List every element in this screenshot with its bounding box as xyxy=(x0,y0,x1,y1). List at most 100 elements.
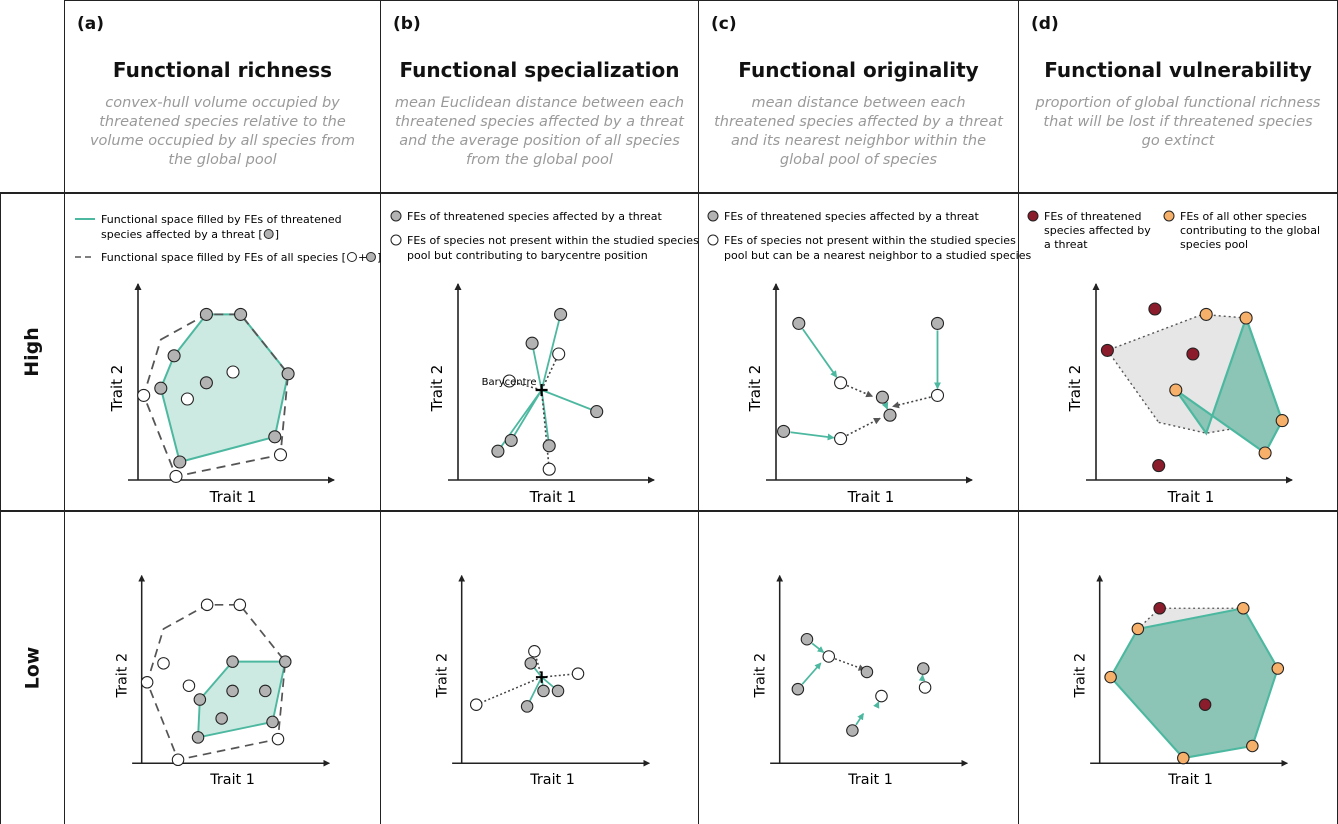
legend-a: Functional space filled by FEs of threat… xyxy=(75,213,381,264)
threatened-fe-point xyxy=(199,307,213,321)
threatened-fe-point xyxy=(167,349,181,363)
svg-text:FEs of threatened: FEs of threatened xyxy=(1044,210,1141,223)
svg-text:contributing to the global: contributing to the global xyxy=(1180,224,1320,237)
contribution-line xyxy=(540,353,560,391)
svg-text:Functional space filled by FEs: Functional space filled by FEs of threat… xyxy=(101,213,342,226)
diagram-b-high: Trait 1 Trait 2 Barycentre xyxy=(428,283,655,506)
threatened-fe-point xyxy=(1152,459,1166,473)
other-fe-point xyxy=(571,667,585,680)
threatened-fe-point xyxy=(791,682,805,696)
legend-c: FEs of threatened species affected by a … xyxy=(707,210,1031,262)
x-axis-label: Trait 1 xyxy=(209,488,257,506)
threatened-fe-point xyxy=(1148,302,1162,316)
global-hull xyxy=(142,313,290,478)
diagram-c-low: Trait 1 Trait 2 xyxy=(752,574,969,788)
svg-text:species pool: species pool xyxy=(1180,238,1248,251)
threatened-fe-point xyxy=(1198,698,1212,711)
column-title: Functional vulnerability xyxy=(1044,58,1312,82)
other-fe-point xyxy=(182,679,196,693)
column-description: proportion of global functional richness… xyxy=(1035,95,1321,149)
x-axis-label: Trait 1 xyxy=(209,772,255,788)
nearest-neighbor-dotted-arrow xyxy=(834,658,866,671)
svg-text:species affected by: species affected by xyxy=(1044,224,1151,237)
x-axis-label: Trait 1 xyxy=(1167,488,1215,506)
other-fe-point xyxy=(822,650,836,663)
threatened-fe-point xyxy=(259,684,272,698)
threatened-fe-point xyxy=(875,390,889,404)
column-header-c: (c) Functional originality mean distance… xyxy=(699,0,1018,192)
nearest-neighbor-arrow xyxy=(873,701,880,709)
other-fe-point xyxy=(834,376,848,390)
threatened-fe-point xyxy=(199,376,213,390)
y-axis-label: Trait 2 xyxy=(108,365,126,413)
svg-text:FEs of species not present wit: FEs of species not present within the st… xyxy=(724,234,1016,247)
other-fe-point xyxy=(1131,622,1145,636)
threatened-fe-point xyxy=(537,684,550,698)
threatened-fe-point xyxy=(860,665,874,679)
distance-line xyxy=(540,389,551,446)
distance-line xyxy=(540,314,562,391)
other-fe-point xyxy=(1271,662,1285,675)
threatened-fe-point xyxy=(554,307,568,321)
distance-line xyxy=(497,389,543,452)
diagram-a-high: Trait 1 Trait 2 xyxy=(108,283,335,506)
legend-d: FEs of threatened species affected by a … xyxy=(1027,210,1320,251)
distance-line xyxy=(531,343,543,391)
svg-text:+: + xyxy=(358,251,367,264)
threatened-fe-point xyxy=(883,408,897,422)
threatened-fe-point xyxy=(281,367,295,381)
diagram-d-high: Trait 1 Trait 2 xyxy=(1066,283,1293,506)
column-letter: (c) xyxy=(711,14,737,34)
rowlabel-divider xyxy=(0,192,1,824)
nearest-neighbor-arrow xyxy=(801,662,822,685)
x-axis-label: Trait 1 xyxy=(529,488,577,506)
row-label-high: High xyxy=(20,327,43,377)
threatened-fe-point xyxy=(846,724,859,737)
y-axis-label: Trait 2 xyxy=(1066,365,1084,413)
outer-top-border xyxy=(64,0,1338,1)
barycentre-cross-icon xyxy=(535,671,548,683)
threatened-fe-point xyxy=(590,405,604,419)
other-fe-point xyxy=(469,698,483,711)
column-header-b: (b) Functional specialization mean Eucli… xyxy=(381,0,698,192)
header-divider xyxy=(0,192,1338,194)
diagram-a-low: Trait 1 Trait 2 xyxy=(114,574,331,788)
threatened-fe-point xyxy=(154,381,168,395)
col-divider-2 xyxy=(698,0,699,824)
other-fe-point xyxy=(502,374,516,388)
other-fe-point xyxy=(1246,739,1259,753)
y-axis-label: Trait 2 xyxy=(114,653,130,699)
col-divider-3 xyxy=(1018,0,1019,824)
other-fe-point xyxy=(1258,446,1272,460)
nearest-neighbor-dotted-arrow xyxy=(846,417,881,437)
diagram-d-low: Trait 1 Trait 2 xyxy=(1072,574,1289,788)
threatened-fe-point xyxy=(930,316,945,330)
x-axis-label: Trait 1 xyxy=(529,772,575,788)
other-fe-point xyxy=(180,392,194,406)
svg-text:FEs of all other species: FEs of all other species xyxy=(1180,210,1307,223)
outer-left-border xyxy=(64,0,65,824)
nearest-neighbor-dotted-arrow xyxy=(846,384,874,398)
svg-text:FEs of species not present wit: FEs of species not present within the st… xyxy=(407,234,699,247)
other-fe-point xyxy=(1104,670,1117,684)
threatened-fe-point xyxy=(226,655,239,668)
other-fe-point xyxy=(169,469,183,483)
threatened-fe-point xyxy=(173,455,187,469)
other-fe-point xyxy=(1199,307,1213,321)
column-letter: (b) xyxy=(393,14,421,34)
threatened-fe-point xyxy=(800,632,814,646)
threatened-fe-point xyxy=(226,684,239,698)
threatened-fe-point xyxy=(520,700,534,713)
other-fe-point xyxy=(542,462,556,476)
x-axis-label: Trait 1 xyxy=(847,488,895,506)
diagram-b-low: Trait 1 Trait 2 xyxy=(434,574,651,788)
svg-text:species affected by a threat: species affected by a threat [ xyxy=(101,228,263,241)
barycentre-cross-icon xyxy=(535,384,548,396)
svg-text:Functional space filled by FEs: Functional space filled by FEs of all sp… xyxy=(101,251,346,264)
other-fe-point xyxy=(1237,601,1250,615)
column-title: Functional richness xyxy=(112,58,333,82)
y-axis-label: Trait 2 xyxy=(1072,653,1088,699)
svg-text:]: ] xyxy=(377,251,381,264)
svg-text:FEs of threatened species affe: FEs of threatened species affected by a … xyxy=(724,210,980,223)
col-divider-1 xyxy=(380,0,381,824)
